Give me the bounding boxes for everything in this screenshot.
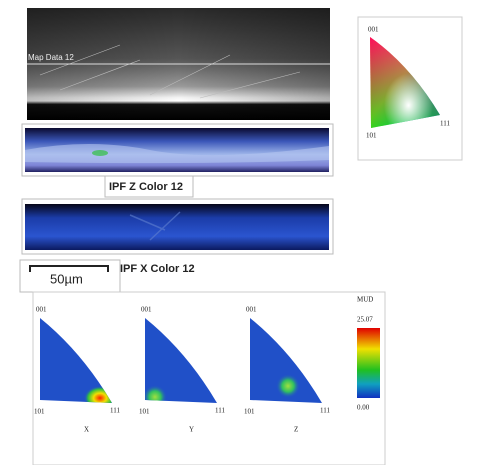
map-texture bbox=[92, 150, 108, 156]
key-corner: 001 bbox=[368, 26, 379, 34]
pole-corner: 101 bbox=[34, 408, 45, 416]
key-corner: 111 bbox=[440, 120, 450, 128]
colorbar-title: MUD bbox=[357, 296, 373, 304]
map-label: IPF Z Color 12 bbox=[109, 181, 183, 193]
pole-corner: 001 bbox=[141, 306, 152, 314]
pole-corner: 101 bbox=[244, 408, 255, 416]
colorbar-max: 25.07 bbox=[357, 316, 373, 324]
pole-corner: 101 bbox=[139, 408, 150, 416]
pole-corner: 111 bbox=[320, 407, 330, 415]
pole-axis: Z bbox=[294, 426, 298, 434]
pole-axis: Y bbox=[189, 426, 194, 434]
pole-corner: 111 bbox=[215, 407, 225, 415]
colorbar bbox=[357, 328, 380, 398]
sem-label: Map Data 12 bbox=[28, 53, 74, 62]
key-corner: 101 bbox=[366, 132, 377, 140]
ipf-x-map bbox=[25, 204, 329, 250]
pole-corner: 001 bbox=[36, 306, 47, 314]
pole-corner: 001 bbox=[246, 306, 257, 314]
pole-corner: 111 bbox=[110, 407, 120, 415]
colorbar-min: 0.00 bbox=[357, 404, 370, 412]
pole-axis: X bbox=[84, 426, 89, 434]
scale-label: 50µm bbox=[50, 271, 83, 286]
figure: Map Data 12 001 101 111 IPF Z Color 12 5… bbox=[0, 0, 478, 465]
map-label: IPF X Color 12 bbox=[120, 263, 195, 275]
